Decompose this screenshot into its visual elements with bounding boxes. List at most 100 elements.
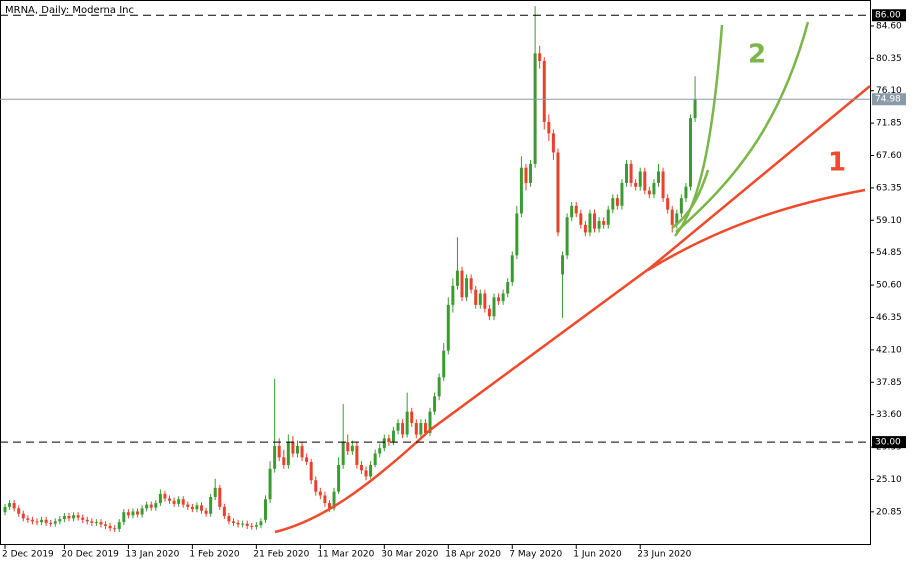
x-tick-label: 7 May 2020 bbox=[509, 550, 562, 560]
y-tick-label: 46.35 bbox=[876, 313, 902, 323]
candle-body bbox=[190, 506, 194, 510]
candle-body bbox=[305, 457, 309, 462]
chart-title: MRNA, Daily: Moderna Inc bbox=[5, 5, 134, 16]
candle-body bbox=[423, 423, 427, 433]
candle-body bbox=[465, 278, 469, 298]
candle-body bbox=[314, 480, 318, 492]
x-tick-label: 1 Jun 2020 bbox=[573, 550, 622, 560]
x-tick-label: 1 Feb 2020 bbox=[189, 550, 240, 560]
candle-body bbox=[675, 213, 679, 225]
candle-body bbox=[510, 255, 514, 283]
candle-body bbox=[693, 99, 697, 119]
candle-body bbox=[506, 282, 510, 294]
level-label-bg bbox=[872, 9, 906, 22]
trend-curve-2a bbox=[674, 24, 724, 237]
candle-body bbox=[661, 171, 665, 199]
y-tick-label: 84.60 bbox=[876, 21, 902, 31]
candle-body bbox=[634, 182, 638, 187]
candle-body bbox=[232, 521, 235, 523]
candle-body bbox=[396, 423, 400, 431]
candle-body bbox=[561, 255, 565, 275]
candle-body bbox=[8, 503, 12, 507]
candle-body bbox=[556, 152, 560, 233]
candle-body bbox=[446, 304, 450, 351]
candle-body bbox=[583, 224, 587, 233]
candle-body bbox=[250, 525, 254, 527]
candle-body bbox=[657, 171, 661, 183]
level-label-bg bbox=[872, 436, 906, 449]
y-tick-label: 76.10 bbox=[876, 86, 902, 96]
candle-body bbox=[222, 506, 226, 517]
candle-body bbox=[282, 457, 286, 465]
candle-body bbox=[364, 470, 368, 477]
y-tick-label: 37.85 bbox=[876, 378, 902, 388]
y-tick-label: 71.85 bbox=[876, 119, 902, 129]
candle-body bbox=[369, 464, 373, 477]
y-tick-label: 67.60 bbox=[876, 151, 902, 161]
candle-body bbox=[533, 53, 537, 164]
candle-body bbox=[382, 438, 386, 449]
candle-body bbox=[300, 445, 304, 458]
candle-body bbox=[76, 515, 80, 518]
trend-line-1 bbox=[274, 85, 871, 534]
candle-body bbox=[437, 377, 441, 397]
candle-body bbox=[387, 438, 391, 443]
y-tick-label: 54.85 bbox=[876, 248, 902, 258]
candle-body bbox=[149, 504, 153, 508]
candle-body bbox=[474, 289, 478, 305]
candle-body bbox=[40, 519, 44, 523]
candle-body bbox=[204, 510, 208, 514]
trend-curve-2c bbox=[671, 169, 710, 230]
trend-curve-1 bbox=[647, 188, 866, 272]
candle-body bbox=[263, 499, 267, 520]
annotation: 2 bbox=[748, 40, 766, 70]
candle-body bbox=[241, 523, 245, 525]
candle-body bbox=[689, 118, 692, 187]
candle-body bbox=[117, 522, 121, 529]
candle-body bbox=[30, 519, 34, 522]
candle-body bbox=[378, 448, 382, 454]
candle-body bbox=[62, 516, 66, 520]
candle-body bbox=[227, 516, 231, 522]
candle-body bbox=[273, 445, 277, 469]
y-tick-label: 42.10 bbox=[876, 345, 902, 355]
candle-body bbox=[579, 213, 583, 225]
candle-body bbox=[186, 504, 190, 507]
x-tick-label: 30 Mar 2020 bbox=[381, 550, 438, 560]
level-label: 86.00 bbox=[875, 11, 901, 21]
candle-body bbox=[469, 278, 473, 290]
candle-body bbox=[158, 493, 162, 504]
candle-body bbox=[460, 270, 464, 298]
candle-body bbox=[451, 285, 455, 305]
candle-body bbox=[487, 308, 491, 317]
x-tick-label: 11 Mar 2020 bbox=[317, 550, 374, 560]
candle-body bbox=[341, 442, 345, 465]
candle-body bbox=[542, 60, 546, 122]
candle-body bbox=[478, 293, 482, 305]
candle-body bbox=[3, 506, 7, 513]
candle-body bbox=[620, 182, 624, 206]
annotation: 1 bbox=[828, 148, 846, 178]
y-tick-label: 20.85 bbox=[876, 507, 902, 517]
candle-body bbox=[104, 524, 108, 526]
candle-body bbox=[44, 519, 48, 523]
x-tick-label: 20 Dec 2019 bbox=[61, 550, 119, 560]
x-tick-label: 2 Dec 2019 bbox=[2, 550, 54, 560]
candle-body bbox=[17, 508, 21, 514]
candle-body bbox=[268, 468, 272, 500]
candle-body bbox=[547, 121, 551, 134]
candle-body bbox=[163, 493, 167, 499]
candle-body bbox=[492, 297, 496, 317]
candle-body bbox=[405, 411, 409, 435]
candle-body bbox=[638, 171, 642, 187]
candle-body bbox=[355, 445, 359, 465]
candle-body bbox=[295, 445, 299, 454]
candle-body bbox=[53, 521, 57, 524]
candle-body bbox=[323, 495, 327, 504]
candle-body bbox=[332, 491, 336, 509]
candle-body bbox=[200, 505, 204, 511]
candle-body bbox=[218, 487, 222, 507]
candle-body bbox=[67, 516, 71, 519]
candle-body bbox=[615, 198, 619, 206]
candle-body bbox=[140, 508, 144, 515]
